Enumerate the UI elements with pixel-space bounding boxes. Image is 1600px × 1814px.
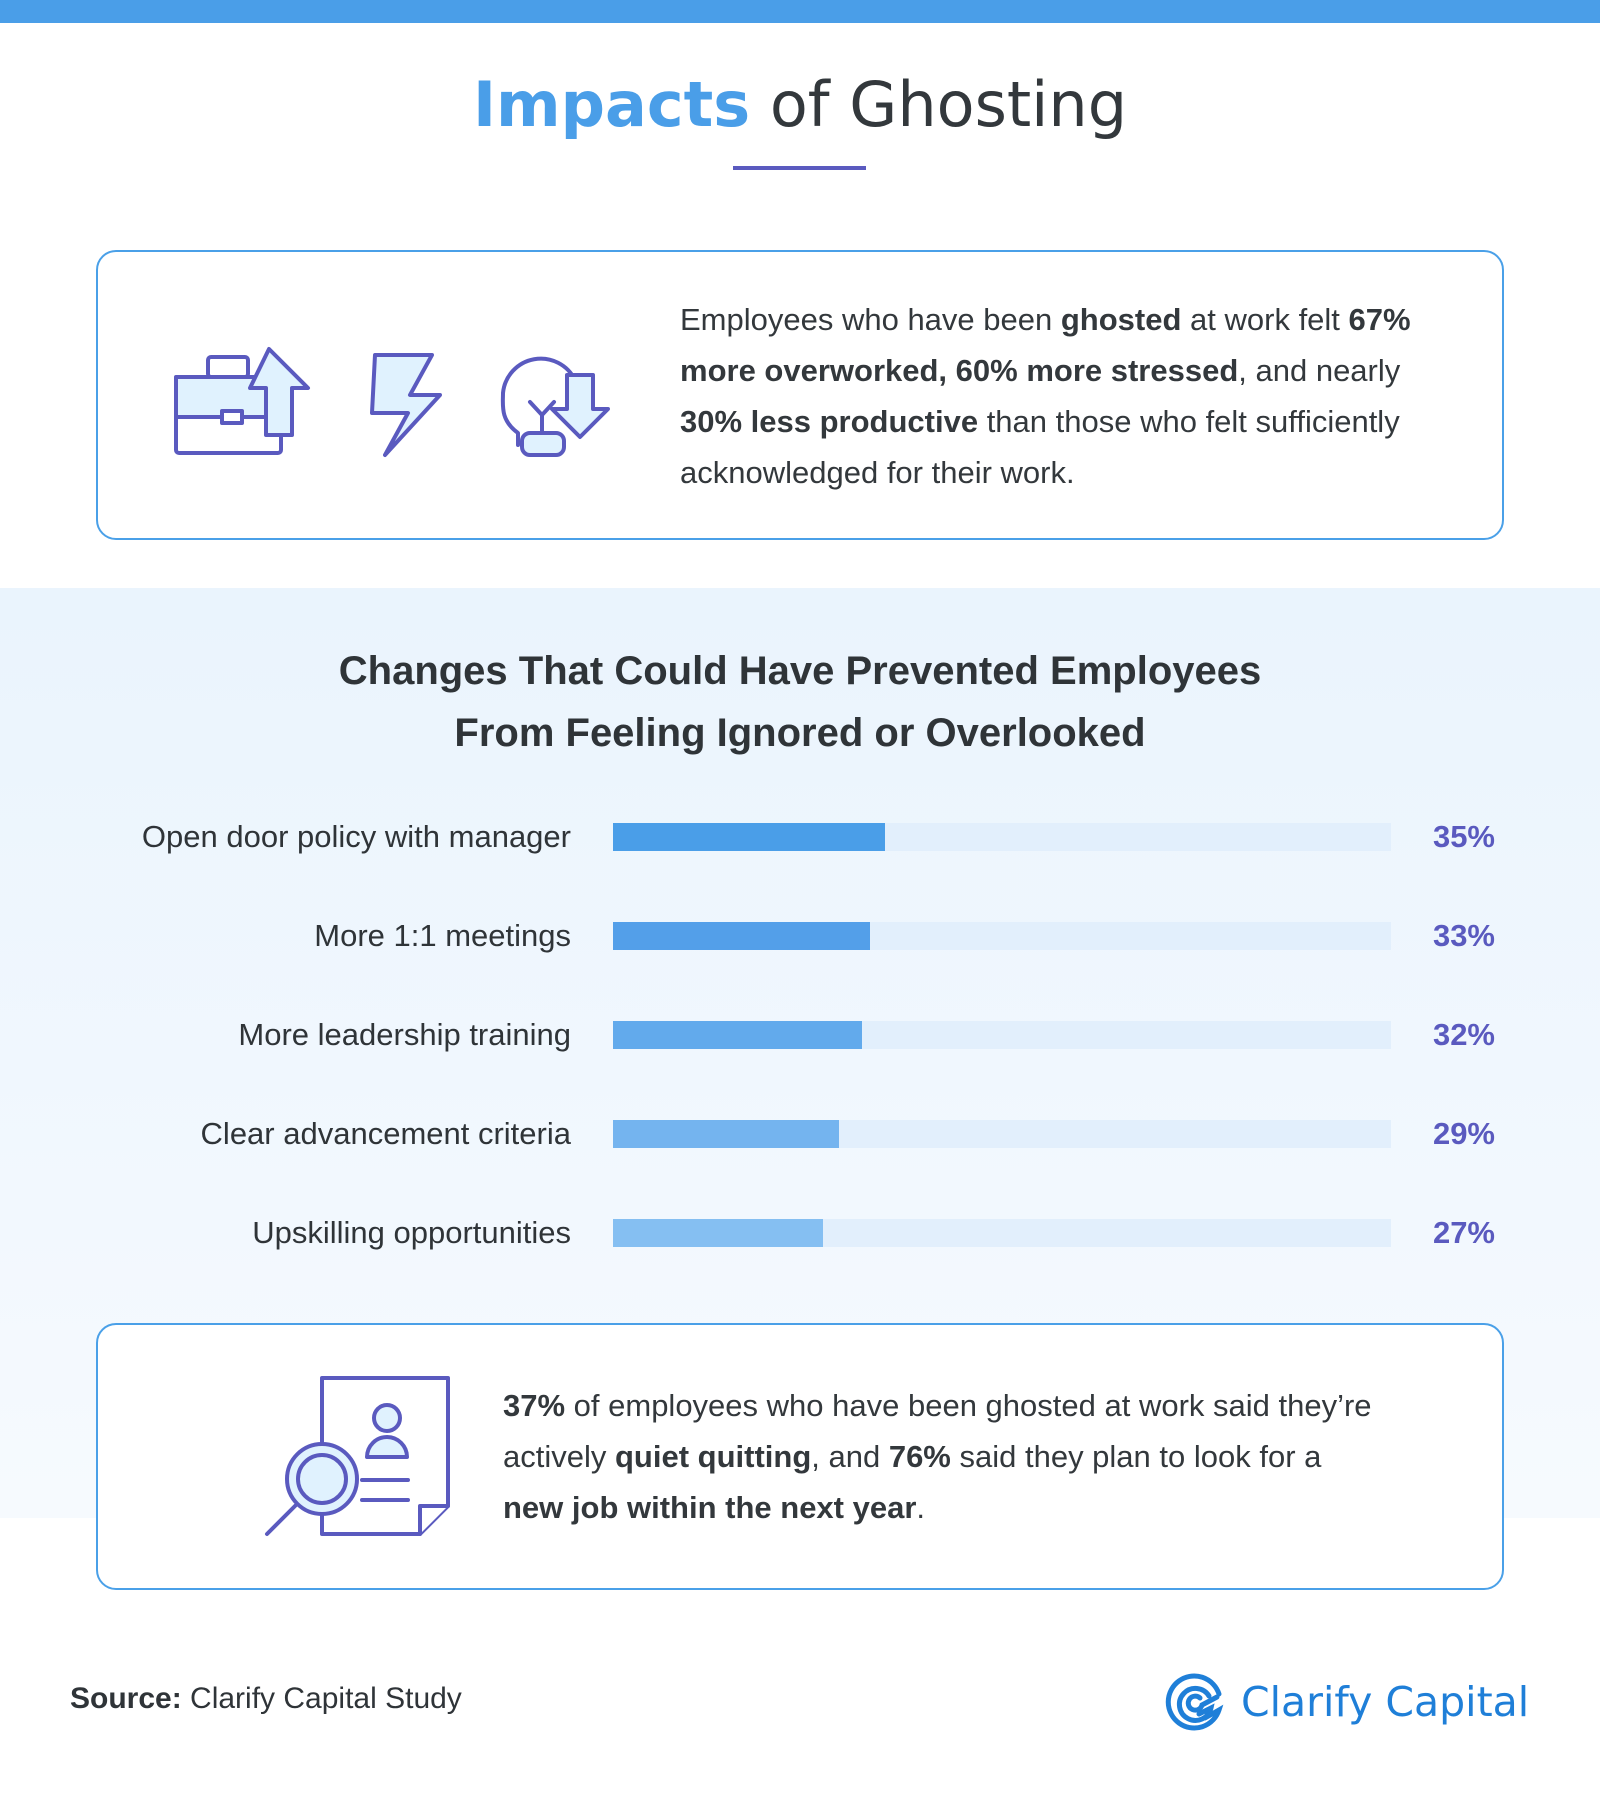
- bar-value-label: 35%: [1432, 819, 1495, 854]
- resume-search-icon: [265, 1376, 450, 1536]
- bar-row: Open door policy with manager 35%: [0, 817, 1600, 857]
- bar: [613, 1219, 824, 1247]
- stat-text-quitting: 37% of employees who have been ghosted a…: [503, 1380, 1383, 1533]
- page-title: Impacts of Ghosting: [0, 68, 1600, 141]
- bar: [613, 1021, 862, 1049]
- bar-row: Clear advancement criteria 29%: [0, 1114, 1600, 1154]
- bar-label: Upskilling opportunities: [252, 1215, 571, 1250]
- text: .: [916, 1490, 926, 1525]
- text: than those who felt sufficiently acknowl…: [680, 404, 1400, 490]
- source-label: Source:: [70, 1682, 182, 1715]
- bar-track: [613, 1219, 1391, 1247]
- chart-title-line: Changes That Could Have Prevented Employ…: [338, 649, 1262, 693]
- title-highlight: Impacts: [472, 68, 751, 141]
- top-bar: [0, 0, 1600, 23]
- bar-label: More leadership training: [238, 1017, 571, 1052]
- bar: [613, 922, 870, 950]
- bar-value-label: 32%: [1432, 1017, 1495, 1052]
- logo-text: Clarify Capital: [1241, 1678, 1530, 1726]
- title-underline: [733, 166, 866, 170]
- bold-text: new job within the next year: [503, 1490, 917, 1525]
- text: of employees who have been ghosted at wo…: [503, 1388, 1372, 1474]
- bar-label: Clear advancement criteria: [200, 1116, 571, 1151]
- bar: [613, 1120, 839, 1148]
- clarify-capital-logo: Clarify Capital: [1165, 1672, 1529, 1732]
- text: said they plan to look for a: [950, 1439, 1322, 1474]
- bold-text: 76%: [888, 1439, 951, 1474]
- bar-track: [613, 1021, 1391, 1049]
- bar-track: [613, 823, 1391, 851]
- chart-title-line: From Feeling Ignored or Overlooked: [454, 711, 1146, 755]
- bold-text: 37%: [503, 1388, 566, 1423]
- bar-track: [613, 1120, 1391, 1148]
- bold-text: quiet quitting: [614, 1439, 812, 1474]
- stat-text-ghosting: Employees who have been ghosted at work …: [680, 294, 1440, 498]
- bold-text: 67% more overworked, 60% more stressed: [680, 302, 1411, 388]
- chart-title: Changes That Could Have Prevented Employ…: [0, 640, 1600, 764]
- bold-text: 30% less productive: [680, 404, 979, 439]
- bold-text: ghosted: [1060, 302, 1182, 337]
- briefcase-arrow-up-icon: [174, 347, 310, 455]
- title-rest: of Ghosting: [750, 68, 1128, 141]
- text: at work felt: [1181, 302, 1349, 337]
- bar-row: Upskilling opportunities 27%: [0, 1213, 1600, 1253]
- bar-value-label: 33%: [1432, 918, 1495, 953]
- lightbulb-arrow-down-icon: [500, 356, 610, 457]
- text: , and: [811, 1439, 889, 1474]
- bar-label: More 1:1 meetings: [314, 918, 571, 953]
- bar-value-label: 27%: [1432, 1215, 1495, 1250]
- clarify-logo-icon: [1165, 1673, 1224, 1731]
- bar-track: [613, 922, 1391, 950]
- source-text: Clarify Capital Study: [181, 1682, 462, 1715]
- bar-row: More 1:1 meetings 33%: [0, 916, 1600, 956]
- stat-card-ghosting: [96, 250, 1504, 540]
- source-note: Source: Clarify Capital Study: [70, 1682, 462, 1716]
- lightning-icon: [370, 353, 442, 457]
- bar-row: More leadership training 32%: [0, 1015, 1600, 1055]
- bar: [613, 823, 886, 851]
- bar-label: Open door policy with manager: [141, 819, 571, 854]
- text: Employees who have been: [680, 302, 1061, 337]
- bar-value-label: 29%: [1432, 1116, 1495, 1151]
- text: , and nearly: [1238, 353, 1401, 388]
